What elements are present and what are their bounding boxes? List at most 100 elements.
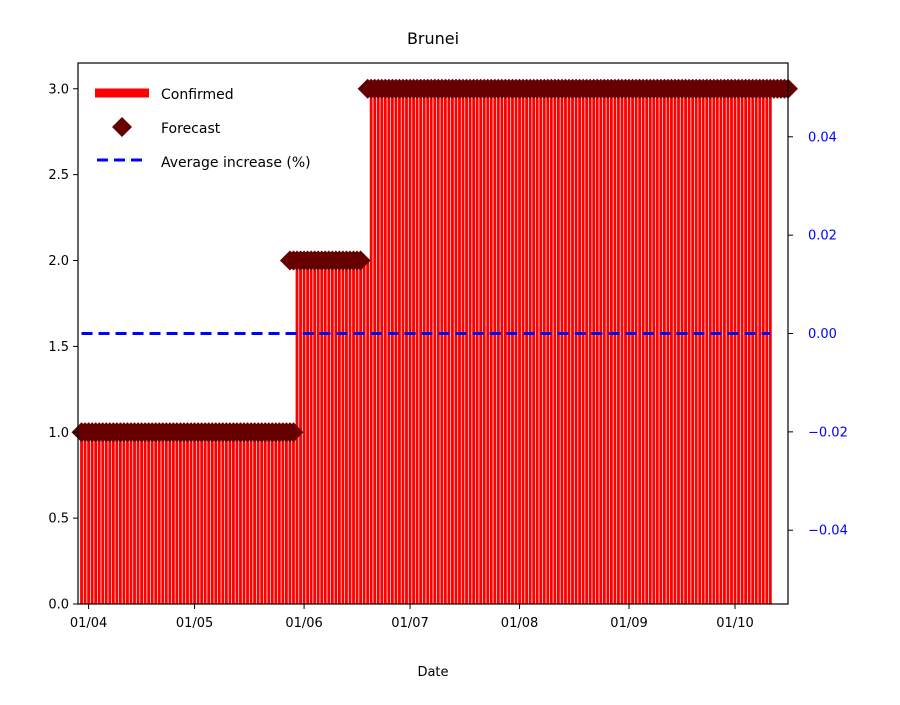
confirmed-bar: [277, 432, 281, 604]
confirmed-bar: [578, 88, 582, 604]
confirmed-bar: [504, 88, 507, 604]
confirmed-bar: [87, 432, 91, 604]
confirmed-bar: [422, 88, 426, 604]
confirmed-bar: [309, 260, 313, 604]
confirmed-bar: [352, 260, 355, 604]
confirmed-bar: [376, 88, 380, 604]
confirmed-bar: [461, 88, 465, 604]
confirmed-bar: [161, 432, 165, 604]
confirmed-bar: [256, 432, 260, 604]
confirmed-bar: [239, 432, 242, 604]
confirmed-bar: [546, 88, 550, 604]
confirmed-bar: [260, 432, 264, 604]
confirmed-bar: [733, 88, 737, 604]
confirmed-bar: [186, 432, 189, 604]
confirmed-bar: [571, 88, 574, 604]
x-tick-label: 01/08: [501, 616, 538, 631]
confirmed-bar: [740, 88, 744, 604]
forecast-markers: [71, 78, 798, 443]
confirmed-bar: [394, 88, 398, 604]
confirmed-bar: [398, 88, 401, 604]
confirmed-bar: [313, 260, 317, 604]
confirmed-bar: [482, 88, 486, 604]
confirmed-bar: [133, 432, 136, 604]
confirmed-bar: [200, 432, 204, 604]
confirmed-bar: [624, 88, 627, 604]
y-tick-label: 2.0: [48, 254, 69, 269]
x-tick-label: 01/06: [285, 616, 322, 631]
confirmed-bar: [564, 88, 567, 604]
y2-tick-label: 0.02: [808, 229, 837, 244]
confirmed-bar: [673, 88, 677, 604]
confirmed-bar: [281, 432, 285, 604]
confirmed-bar: [489, 88, 493, 604]
y-axis-right: 0.04 0.02 0.00 −0.02 −0.04: [788, 130, 848, 539]
confirmed-bar: [528, 88, 532, 604]
confirmed-bar: [542, 88, 546, 604]
y-tick-label: 0.5: [48, 512, 69, 527]
y2-tick-label: −0.04: [808, 524, 848, 539]
confirmed-bar: [475, 88, 479, 604]
confirmed-bar: [454, 88, 458, 604]
confirmed-bar: [719, 88, 723, 604]
confirmed-bar: [433, 88, 437, 604]
confirmed-bar: [712, 88, 716, 604]
confirmed-bar: [242, 432, 246, 604]
confirmed-bar: [436, 88, 440, 604]
confirmed-bar: [426, 88, 430, 604]
confirmed-bar: [405, 88, 408, 604]
confirmed-bar: [535, 88, 539, 604]
confirmed-bar: [588, 88, 592, 604]
confirmed-bar: [263, 432, 267, 604]
legend: Confirmed Forecast Average increase (%): [95, 87, 311, 171]
forecast-marker: [283, 422, 304, 443]
confirmed-bar: [613, 88, 617, 604]
confirmed-bar: [655, 88, 659, 604]
confirmed-bar: [154, 432, 158, 604]
confirmed-bar: [465, 88, 468, 604]
confirmed-bar: [90, 432, 94, 604]
confirmed-bar: [412, 88, 415, 604]
confirmed-bar: [539, 88, 543, 604]
confirmed-bar: [429, 88, 433, 604]
confirmed-bar: [306, 260, 310, 604]
confirmed-bar: [553, 88, 557, 604]
confirmed-bar: [648, 88, 652, 604]
confirmed-bar: [288, 432, 292, 604]
x-tick-label: 01/09: [610, 616, 647, 631]
confirmed-bar: [193, 432, 196, 604]
confirmed-bar: [585, 88, 589, 604]
confirmed-bar: [662, 88, 666, 604]
confirmed-bar: [518, 88, 521, 604]
confirmed-bar: [599, 88, 603, 604]
confirmed-bar: [108, 432, 112, 604]
confirmed-bar: [443, 88, 447, 604]
confirmed-bar: [698, 88, 702, 604]
confirmed-bar: [362, 260, 366, 604]
confirmed-bar: [440, 88, 444, 604]
confirmed-bar: [609, 88, 613, 604]
confirmed-bar: [645, 88, 649, 604]
confirmed-bar: [419, 88, 423, 604]
confirmed-bar: [500, 88, 504, 604]
confirmed-bar: [118, 432, 122, 604]
confirmed-bar: [532, 88, 536, 604]
confirmed-bar: [680, 88, 684, 604]
confirmed-bar: [164, 432, 168, 604]
confirmed-bar: [369, 88, 373, 604]
legend-swatch-forecast: [112, 117, 132, 137]
confirmed-bar: [348, 260, 352, 604]
confirmed-bar: [511, 88, 514, 604]
confirmed-bar: [327, 260, 331, 604]
confirmed-bar: [723, 88, 726, 604]
confirmed-bar: [189, 432, 193, 604]
x-tick-label: 01/04: [70, 616, 107, 631]
confirmed-bar: [659, 88, 663, 604]
confirmed-bar: [691, 88, 695, 604]
confirmed-bar: [302, 260, 306, 604]
confirmed-bar: [122, 432, 126, 604]
confirmed-bar: [715, 88, 719, 604]
confirmed-bar: [744, 88, 748, 604]
confirmed-bar: [701, 88, 705, 604]
